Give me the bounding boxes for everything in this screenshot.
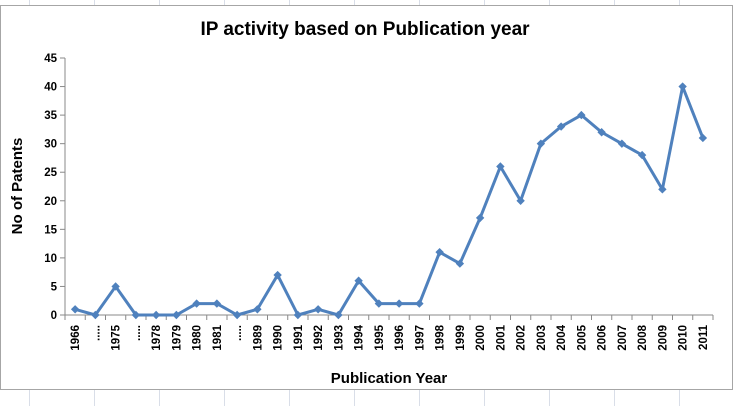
- x-tick-label: 1981: [212, 324, 224, 350]
- data-point-marker-1996: [394, 299, 404, 308]
- x-tick-label: 2009: [657, 325, 669, 351]
- x-tick-label: 1975: [111, 324, 123, 350]
- x-tick-label: 2001: [495, 324, 507, 350]
- x-tick-label: 1979: [171, 325, 183, 351]
- data-point-marker-2005: [577, 110, 586, 120]
- x-tick-label: 2002: [516, 325, 528, 351]
- x-tick-label: 1966: [70, 325, 82, 351]
- data-point-marker-1992: [313, 305, 323, 314]
- x-tick-label: 1994: [354, 324, 366, 350]
- data-point-marker-1975: [111, 282, 120, 291]
- data-point-marker-.....: [232, 310, 242, 320]
- x-tick-label: 2010: [678, 325, 690, 351]
- data-point-marker-1990: [273, 270, 282, 280]
- data-point-marker-2011: [698, 133, 708, 143]
- worksheet-gridlines-bottom: [0, 390, 735, 406]
- data-point-marker-2000: [475, 213, 485, 223]
- data-point-marker-1978: [151, 310, 161, 320]
- y-tick-label: 30: [44, 139, 57, 151]
- x-tick-label: 2011: [698, 324, 710, 350]
- x-axis-title: Publication Year: [331, 370, 448, 387]
- x-tick-label: 1990: [273, 325, 285, 351]
- y-tick-label: 20: [44, 196, 57, 208]
- data-point-marker-1995: [374, 299, 384, 308]
- x-tick-label: 1978: [151, 324, 163, 350]
- series-line: [73, 85, 705, 317]
- data-point-marker-2007: [617, 139, 627, 148]
- data-point-marker-2003: [536, 139, 546, 148]
- line-chart: IP activity based on Publication year Pu…: [9, 19, 714, 387]
- data-point-marker-1994: [354, 276, 363, 285]
- x-tick-label: .....: [131, 325, 143, 341]
- data-point-marker-2006: [597, 128, 606, 137]
- y-tick-label: 25: [44, 167, 57, 179]
- x-tick-label: 1995: [374, 324, 386, 350]
- x-tick-label: 1991: [293, 324, 305, 350]
- data-point-marker-2004: [556, 122, 566, 131]
- x-tick-label: 2003: [536, 325, 548, 351]
- data-point-marker-2002: [516, 196, 525, 205]
- y-tick-label: 15: [44, 224, 57, 236]
- data-point-marker-1998: [435, 247, 444, 257]
- y-tick-label: 10: [44, 253, 57, 265]
- x-tick-label: 2006: [597, 325, 609, 351]
- data-point-marker-1980: [192, 299, 201, 308]
- x-tick-label: 1999: [455, 325, 467, 351]
- data-point-marker-.....: [131, 310, 141, 320]
- x-tick-label: 2008: [637, 324, 649, 350]
- data-point-marker-1979: [172, 310, 181, 320]
- y-tick-label: 40: [44, 82, 57, 94]
- data-point-marker-2001: [496, 162, 505, 171]
- x-tick-label: .....: [90, 325, 102, 341]
- x-tick-label: 1992: [313, 325, 325, 351]
- chart-title: IP activity based on Publication year: [200, 19, 530, 40]
- x-tick-label: 2004: [556, 324, 568, 350]
- x-tick-label: 2007: [617, 325, 629, 351]
- plot-area: 0 5 10 15 20 25 30 35 40 45 1966..... 1975..... 1978…: [44, 53, 714, 351]
- x-tick-label: 1996: [394, 325, 406, 351]
- y-tick-label: 0: [51, 310, 57, 322]
- x-tick-label: .....: [232, 325, 244, 341]
- x-tick-label: 1993: [333, 325, 345, 351]
- data-point-marker-2008: [637, 150, 647, 160]
- y-axis-title: No of Patents: [9, 138, 26, 235]
- x-tick-label: 1980: [192, 325, 204, 351]
- chart-container: IP activity based on Publication year Pu…: [0, 5, 733, 390]
- y-tick-label: 45: [44, 53, 57, 65]
- data-point-marker-1966: [70, 305, 80, 314]
- data-point-marker-1989: [253, 305, 262, 314]
- data-point-marker-2009: [658, 185, 667, 194]
- data-point-marker-1991: [293, 310, 303, 320]
- x-tick-label: 2005: [576, 324, 588, 350]
- data-point-marker-.....: [91, 310, 100, 320]
- data-point-marker-1999: [455, 259, 465, 268]
- data-point-marker-1997: [415, 299, 424, 308]
- data-point-marker-1981: [212, 299, 222, 308]
- data-point-marker-1993: [334, 310, 343, 320]
- y-tick-label: 5: [51, 281, 58, 293]
- x-tick-label: 1998: [435, 324, 447, 350]
- x-tick-label: 1989: [252, 325, 264, 351]
- x-tick-label: 2000: [475, 325, 487, 351]
- data-point-marker-2010: [678, 82, 687, 91]
- worksheet-gridlines-top: [0, 0, 735, 5]
- x-tick-label: 1997: [414, 325, 426, 351]
- y-tick-label: 35: [44, 110, 57, 122]
